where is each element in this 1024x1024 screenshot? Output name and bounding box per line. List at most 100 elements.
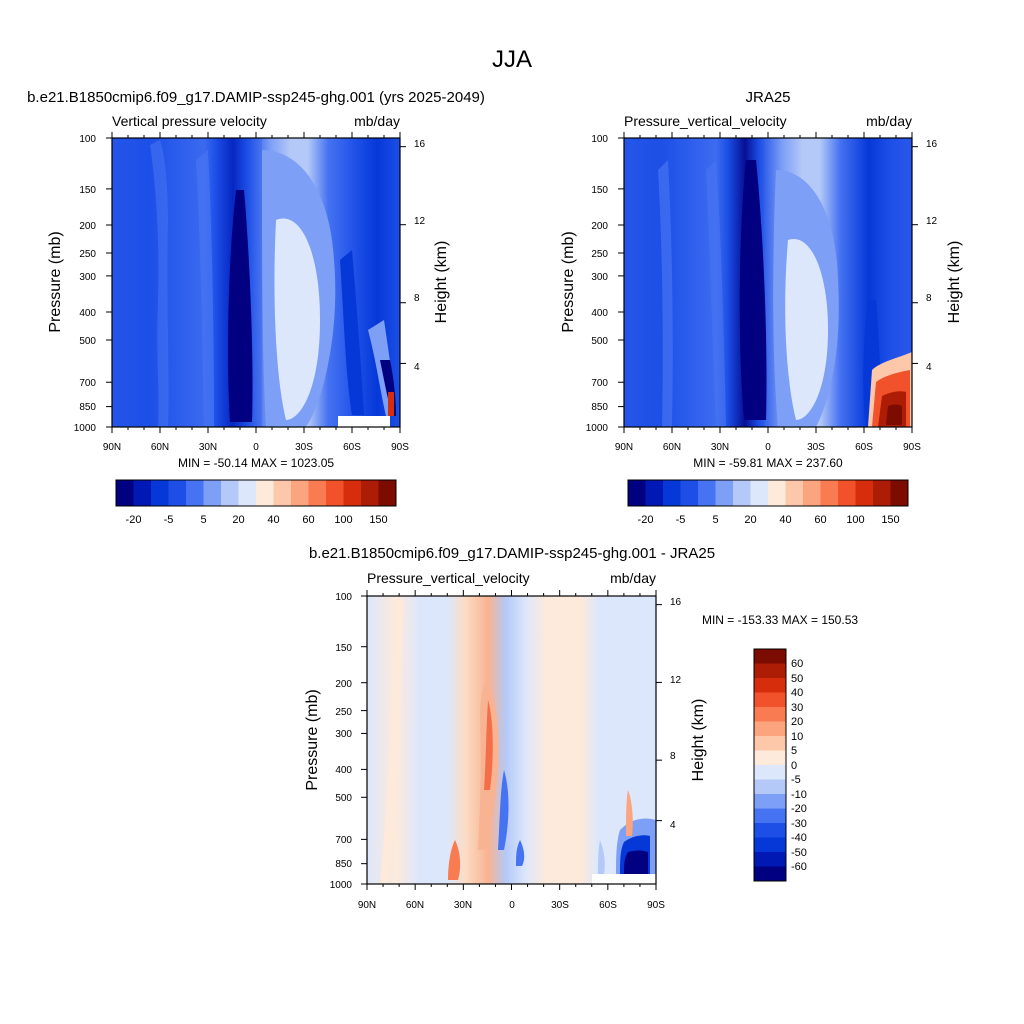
right-axis: Height (km) 16 12 8 4	[670, 597, 707, 831]
colorbar-swatch	[754, 779, 786, 794]
colorbar-label: 60	[814, 514, 826, 526]
x-tick-label: 30N	[199, 442, 217, 453]
colorbar-swatch	[838, 480, 856, 506]
panel-top-right: JRA25 Pressure_vertical_velocity mb/day …	[560, 89, 963, 526]
x-tick-label: 90S	[903, 442, 921, 453]
colorbar-swatch	[308, 480, 326, 506]
colorbar-label: 40	[779, 514, 791, 526]
colorbar-swatch	[855, 480, 873, 506]
colorbar-label: 0	[791, 760, 797, 772]
right-tick-label: 4	[414, 362, 420, 373]
y-axis-label: Pressure (mb)	[560, 231, 577, 332]
x-tick-label: 90S	[647, 900, 665, 911]
right-tick-label: 4	[670, 820, 676, 831]
right-axis: Height (km) 16 12 8 4	[926, 139, 963, 373]
y-tick-label: 850	[79, 402, 96, 413]
colorbar-label: 150	[369, 514, 387, 526]
colorbar-label: 20	[744, 514, 756, 526]
colorbar-label: -10	[791, 789, 807, 801]
colorbar-swatch	[343, 480, 361, 506]
min-max-stats: MIN = -50.14 MAX = 1023.05	[178, 456, 334, 470]
y-tick-label: 100	[79, 134, 96, 145]
colorbar-label: 100	[334, 514, 352, 526]
x-tick-label: 0	[509, 900, 515, 911]
colorbar-swatch	[754, 823, 786, 838]
colorbar-swatch	[151, 480, 169, 506]
y-tick-label: 300	[335, 729, 352, 740]
colorbar-label: 20	[791, 716, 803, 728]
colorbar-swatch	[754, 837, 786, 852]
colorbar-swatch	[754, 852, 786, 867]
y-tick-label: 200	[591, 221, 608, 232]
y-axis: Pressure (mb) 100 150 200 250 300 400 50…	[560, 134, 608, 434]
right-tick-label: 4	[926, 362, 932, 373]
contour-field	[112, 138, 400, 427]
colorbar-swatch	[645, 480, 663, 506]
colorbar-swatch	[733, 480, 751, 506]
colorbar-swatch	[186, 480, 204, 506]
y-tick-label: 250	[79, 249, 96, 260]
colorbar-label: -20	[638, 514, 654, 526]
colorbar-swatch	[378, 480, 396, 506]
right-tick-label: 12	[926, 216, 938, 227]
x-tick-label: 30S	[807, 442, 825, 453]
y-axis-label: Pressure (mb)	[304, 689, 321, 790]
colorbar-label: 40	[267, 514, 279, 526]
y-tick-label: 400	[335, 765, 352, 776]
colorbar-label: 30	[791, 702, 803, 714]
colorbar-swatch	[873, 480, 891, 506]
colorbar-swatch	[754, 808, 786, 823]
right-axis-label: Height (km)	[433, 241, 450, 324]
y-tick-label: 300	[79, 272, 96, 283]
colorbar-swatch	[663, 480, 681, 506]
colorbar-label: -5	[791, 774, 801, 786]
y-tick-label: 200	[79, 221, 96, 232]
colorbar-swatch	[168, 480, 186, 506]
min-max-stats: MIN = -59.81 MAX = 237.60	[693, 456, 843, 470]
colorbar-swatch	[221, 480, 239, 506]
variable-label: Vertical pressure velocity	[112, 113, 267, 129]
y-tick-label: 400	[79, 308, 96, 319]
y-tick-label: 1000	[74, 423, 97, 434]
x-tick-label: 30S	[295, 442, 313, 453]
y-tick-label: 300	[591, 272, 608, 283]
colorbar-label: 5	[712, 514, 718, 526]
panel-top-left: b.e21.B1850cmip6.f09_g17.DAMIP-ssp245-gh…	[27, 89, 485, 526]
x-tick-label: 0	[765, 442, 771, 453]
right-tick-label: 16	[414, 139, 426, 150]
y-tick-label: 1000	[330, 880, 353, 891]
colorbar-vertical: 60 50 40 30 20 10 5 0 -5 -10 -20 -30 -40…	[753, 648, 807, 882]
y-tick-label: 250	[335, 707, 352, 718]
contour-field	[624, 138, 912, 427]
x-tick-label: 60S	[599, 900, 617, 911]
right-axis: Height (km) 16 12 8 4	[414, 139, 450, 373]
colorbar-swatch	[203, 480, 221, 506]
panel-title: b.e21.B1850cmip6.f09_g17.DAMIP-ssp245-gh…	[27, 89, 485, 106]
colorbar-swatch	[754, 765, 786, 780]
colorbar-label: 50	[791, 673, 803, 685]
right-tick-label: 16	[926, 139, 938, 150]
colorbar-swatch	[785, 480, 803, 506]
colorbar-swatch	[754, 663, 786, 678]
right-tick-label: 8	[670, 751, 676, 762]
colorbar-swatch	[715, 480, 733, 506]
colorbar-swatch	[326, 480, 344, 506]
colorbar-label: -60	[791, 861, 807, 873]
y-tick-label: 700	[591, 378, 608, 389]
x-tick-label: 60N	[406, 900, 424, 911]
right-tick-label: 12	[670, 675, 682, 686]
colorbar-swatch	[680, 480, 698, 506]
units-label: mb/day	[610, 570, 656, 586]
y-axis: Pressure (mb) 100 150 200 250 300 400 50…	[304, 592, 352, 891]
colorbar-label: -5	[676, 514, 686, 526]
colorbar-swatch	[291, 480, 309, 506]
figure-title: JJA	[492, 46, 532, 73]
colorbar-swatch	[750, 480, 768, 506]
colorbar-swatch	[803, 480, 821, 506]
y-tick-label: 500	[335, 793, 352, 804]
right-tick-label: 8	[926, 293, 932, 304]
x-tick-label: 90S	[391, 442, 409, 453]
right-tick-label: 8	[414, 293, 420, 304]
x-axis: 90N 60N 30N 0 30S 60S 90S	[615, 442, 921, 453]
colorbar-swatch	[820, 480, 838, 506]
